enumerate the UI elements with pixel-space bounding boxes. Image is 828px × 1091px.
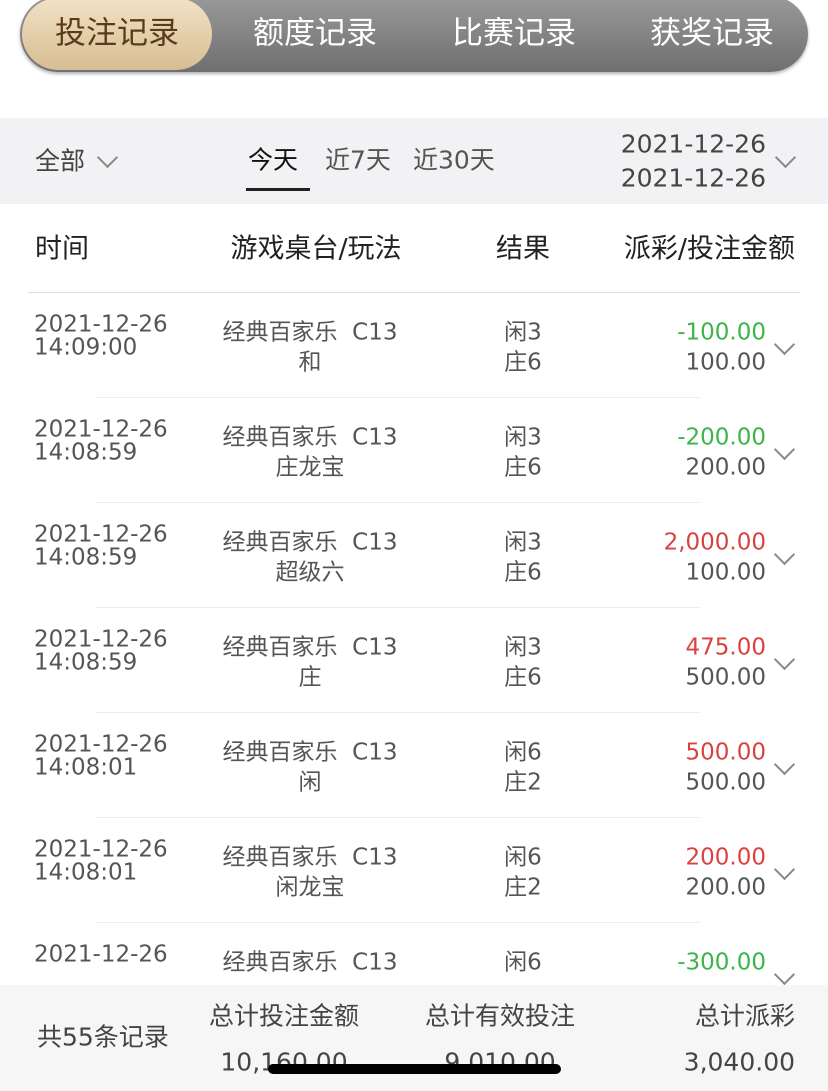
row-divider: [95, 607, 700, 608]
summary-label: 总计有效投注: [424, 1001, 576, 1031]
row-game: 经典百家乐 C13: [222, 424, 398, 451]
row-date: 2021-12-26: [34, 626, 168, 653]
row-result: 闲3: [504, 529, 542, 556]
row-payout: -200.00: [677, 424, 766, 451]
row-bet: 和: [298, 349, 322, 376]
row-divider: [95, 712, 700, 713]
row-bet: 庄龙宝: [275, 454, 345, 481]
row-amount: 500.00: [685, 664, 766, 691]
header-divider: [28, 292, 800, 293]
row-time: 14:08:59: [34, 544, 138, 571]
row-time: 14:08:59: [34, 439, 138, 466]
row-payout: 200.00: [685, 844, 766, 871]
tab[interactable]: 比赛记录: [452, 15, 576, 52]
row-result: 闲3: [504, 319, 542, 346]
row-payout: -100.00: [677, 319, 766, 346]
row-amount: 200.00: [685, 874, 766, 901]
tab[interactable]: 额度记录: [253, 15, 377, 52]
row-game: 经典百家乐 C13: [222, 739, 398, 766]
row-date: 2021-12-26: [34, 311, 168, 338]
tab[interactable]: 获奖记录: [650, 15, 774, 52]
row-date: 2021-12-26: [34, 521, 168, 548]
row-date: 2021-12-26: [34, 941, 168, 968]
active-tab-pill: [22, 0, 212, 70]
row-game: 经典百家乐 C13: [222, 844, 398, 871]
row-game: 经典百家乐 C13: [222, 529, 398, 556]
row-bet: 超级六: [275, 559, 345, 586]
row-result: 庄6: [504, 664, 542, 691]
row-result: 庄2: [504, 769, 542, 796]
row-amount: 100.00: [685, 349, 766, 376]
period-option[interactable]: 近7天: [325, 145, 391, 175]
period-option[interactable]: 近30天: [413, 145, 495, 175]
row-result: 闲3: [504, 424, 542, 451]
row-result: 闲6: [504, 844, 542, 871]
row-game: 经典百家乐 C13: [222, 634, 398, 661]
row-game: 经典百家乐 C13: [222, 949, 398, 976]
row-divider: [95, 397, 700, 398]
column-header: 派彩/投注金额: [623, 233, 795, 265]
row-result: 庄6: [504, 454, 542, 481]
row-expand[interactable]: [773, 438, 796, 461]
row-divider: [95, 922, 700, 923]
row-expand[interactable]: [773, 963, 796, 986]
row-date: 2021-12-26: [34, 836, 168, 863]
row-expand[interactable]: [773, 858, 796, 881]
row-expand[interactable]: [773, 333, 796, 356]
row-game: 经典百家乐 C13: [222, 319, 398, 346]
summary-label: 总计派彩: [694, 1001, 795, 1031]
row-result: 闲6: [504, 949, 542, 976]
row-payout: 500.00: [685, 739, 766, 766]
row-divider: [95, 502, 700, 503]
row-payout: 2,000.00: [663, 529, 766, 556]
row-amount: 500.00: [685, 769, 766, 796]
row-bet: 闲: [298, 769, 322, 796]
row-payout: 475.00: [685, 634, 766, 661]
column-header: 时间: [35, 233, 89, 265]
row-amount: 100.00: [685, 559, 766, 586]
tab[interactable]: 投注记录: [55, 15, 179, 52]
row-time: 14:08:01: [34, 754, 138, 781]
row-result: 闲6: [504, 739, 542, 766]
row-divider: [95, 817, 700, 818]
row-bet: 闲龙宝: [275, 874, 345, 901]
record-count: 共55条记录: [37, 1022, 169, 1052]
period-underline: [246, 188, 310, 191]
row-amount: 200.00: [685, 454, 766, 481]
row-time: 14:09:00: [34, 334, 138, 361]
row-payout: -300.00: [677, 949, 766, 976]
summary-value: 3,040.00: [683, 1047, 795, 1077]
row-bet: 庄: [298, 664, 322, 691]
date-end[interactable]: 2021-12-26: [620, 163, 766, 193]
column-header: 结果: [496, 233, 550, 265]
summary-label: 总计投注金额: [208, 1001, 360, 1031]
filter-bar: [0, 118, 828, 204]
home-indicator: [268, 1064, 561, 1074]
row-time: 14:08:01: [34, 859, 138, 886]
row-result: 庄6: [504, 349, 542, 376]
row-expand[interactable]: [773, 543, 796, 566]
row-date: 2021-12-26: [34, 416, 168, 443]
filter-type[interactable]: 全部: [35, 146, 86, 176]
date-start[interactable]: 2021-12-26: [620, 129, 766, 159]
row-expand[interactable]: [773, 753, 796, 776]
row-result: 庄6: [504, 559, 542, 586]
row-expand[interactable]: [773, 648, 796, 671]
row-result: 庄2: [504, 874, 542, 901]
row-result: 闲3: [504, 634, 542, 661]
row-time: 14:08:59: [34, 649, 138, 676]
row-date: 2021-12-26: [34, 731, 168, 758]
period-option[interactable]: 今天: [248, 145, 299, 175]
column-header: 游戏桌台/玩法: [230, 233, 402, 265]
